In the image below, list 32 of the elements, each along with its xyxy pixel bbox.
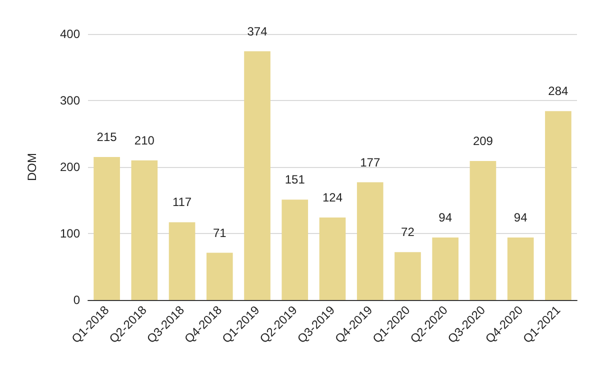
bar <box>319 218 346 300</box>
y-tick-label: 0 <box>73 293 80 307</box>
data-label: 215 <box>96 130 118 144</box>
bar <box>94 157 120 300</box>
data-label: 71 <box>212 226 227 240</box>
bar <box>244 51 270 300</box>
data-label: 117 <box>172 195 192 210</box>
bar <box>282 200 308 300</box>
data-label: 209 <box>472 134 494 148</box>
data-label: 210 <box>134 133 155 148</box>
bar <box>131 160 158 300</box>
data-label: 177 <box>360 155 380 170</box>
bar <box>356 182 384 300</box>
y-tick-label: 300 <box>60 94 80 108</box>
y-tick-label: 100 <box>60 226 80 240</box>
data-label: 374 <box>247 24 268 38</box>
bar <box>432 237 459 300</box>
bar <box>168 222 196 300</box>
y-tick-label: 200 <box>60 160 80 174</box>
bar <box>545 111 572 300</box>
bar <box>394 252 421 300</box>
data-label: 151 <box>284 172 306 187</box>
data-label: 124 <box>322 190 343 205</box>
data-label: 94 <box>514 210 528 224</box>
data-label: 94 <box>438 210 452 224</box>
data-label: 284 <box>548 84 569 98</box>
bar <box>507 237 534 300</box>
y-axis-title: DOM <box>25 153 39 181</box>
bar <box>206 252 233 300</box>
data-label: 72 <box>401 225 415 240</box>
y-tick-label: 400 <box>60 27 80 41</box>
bar <box>470 161 496 300</box>
